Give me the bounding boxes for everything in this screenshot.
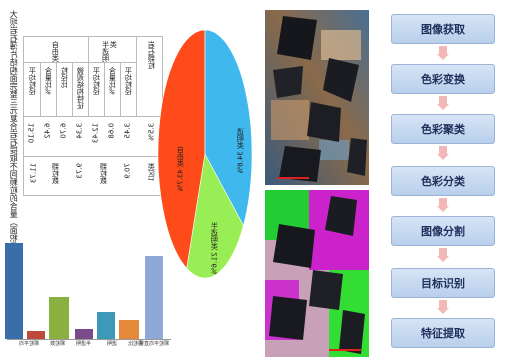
bar <box>97 312 115 339</box>
bar <box>5 243 23 339</box>
bar <box>49 297 69 339</box>
bar-x-label: 颗粒比 <box>127 341 143 347</box>
bar <box>27 331 45 339</box>
bar-x-label: 颗粒平均 <box>18 341 39 347</box>
bar <box>75 329 93 339</box>
pie-chart <box>157 29 253 279</box>
bar-x-label: 透明 <box>106 341 117 347</box>
thin-section-photo <box>265 10 369 185</box>
bar-x-label: 颗粒数 <box>49 341 65 347</box>
pie-slice <box>204 29 253 227</box>
bar <box>119 320 139 339</box>
pie-slice <box>157 29 206 269</box>
bar <box>145 256 163 339</box>
bar-x-label: 颗粒平均直径 <box>138 341 169 347</box>
bar-x-label: 半透明 <box>75 341 91 347</box>
pie-slice <box>186 153 244 279</box>
classified-photo <box>265 190 369 357</box>
